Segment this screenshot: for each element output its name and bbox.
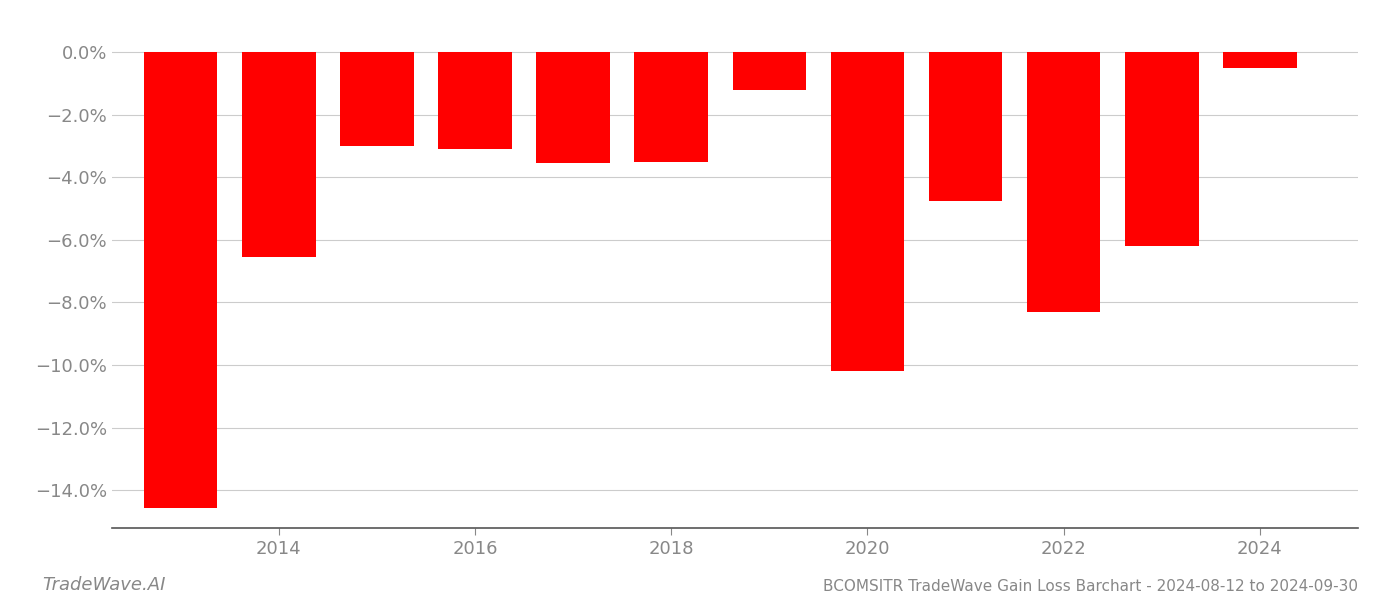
- Bar: [340, 52, 413, 146]
- Bar: [1026, 52, 1100, 312]
- Text: TradeWave.AI: TradeWave.AI: [42, 576, 165, 594]
- Bar: [536, 52, 610, 163]
- Bar: [144, 52, 217, 508]
- Bar: [732, 52, 806, 89]
- Bar: [1224, 52, 1296, 68]
- Bar: [830, 52, 904, 371]
- Bar: [928, 52, 1002, 200]
- Bar: [242, 52, 315, 257]
- Bar: [438, 52, 512, 149]
- Bar: [1126, 52, 1198, 246]
- Text: BCOMSITR TradeWave Gain Loss Barchart - 2024-08-12 to 2024-09-30: BCOMSITR TradeWave Gain Loss Barchart - …: [823, 579, 1358, 594]
- Bar: [634, 52, 708, 161]
